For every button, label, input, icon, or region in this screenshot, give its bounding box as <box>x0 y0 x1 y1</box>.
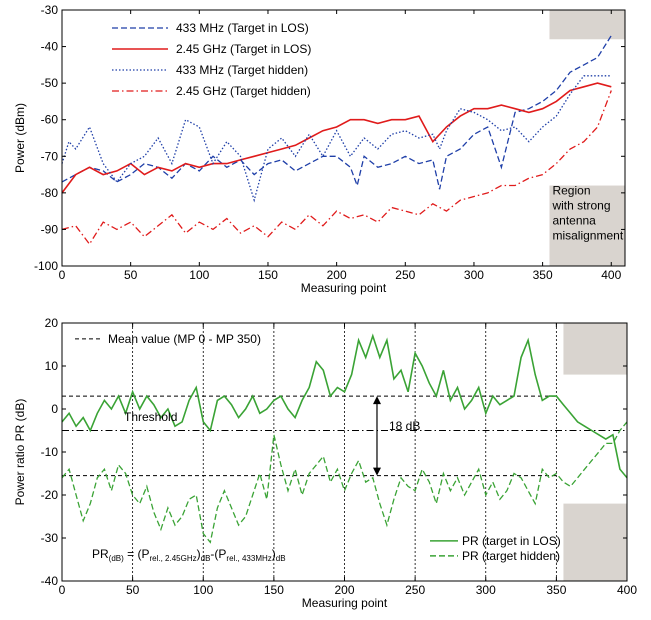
top-legend-label: 433 MHz (Target in LOS) <box>176 21 309 35</box>
power-ratio-formula: PR(dB) = (Prel., 2.45GHz)dB-(Prel., 433M… <box>92 547 286 563</box>
top-series-3 <box>61 90 612 246</box>
bottom-series-lines <box>61 333 628 544</box>
bot-y-tick-label: -40 <box>41 574 59 588</box>
top-shade-upper <box>549 10 625 40</box>
bottom-x-axis-label: Measuring point <box>302 596 388 610</box>
bottom-series-1 <box>61 421 628 544</box>
formula-eq: = (P <box>124 547 150 561</box>
bottom-chart: 0 50 100 150 200 250 300 350 400 -40 -30 -20 -10 0 10 2… <box>13 316 637 610</box>
top-plot-frame <box>61 9 626 267</box>
bot-x-tick-label: 50 <box>126 583 140 597</box>
bottom-shaded-regions <box>563 323 627 581</box>
top-shade-lower <box>549 185 625 266</box>
difference-arrow-head-down <box>372 467 381 476</box>
top-x-tick-label: 100 <box>189 268 209 282</box>
top-y-axis-label: Power (dBm) <box>13 103 27 173</box>
threshold-label: Threshold <box>124 410 177 424</box>
top-legend-label: 2.45 GHz (Target in LOS) <box>176 42 311 56</box>
top-y-tick-label: -40 <box>41 40 59 54</box>
top-x-tick-label: 150 <box>258 268 278 282</box>
top-axis-ticks: 0 50 100 150 200 250 300 350 400 -100 -90 -80 -70 -60… <box>34 3 625 282</box>
top-x-tick-label: 400 <box>601 268 621 282</box>
top-x-tick-label: 300 <box>464 268 484 282</box>
mean-legend-label: Mean value (MP 0 - MP 350) <box>108 332 261 346</box>
region-label-line: misalignment <box>552 229 623 243</box>
bot-y-tick-label: 10 <box>45 359 59 373</box>
top-x-tick-label: 50 <box>124 268 138 282</box>
top-y-tick-label: -80 <box>41 186 59 200</box>
top-chart: 0 50 100 150 200 250 300 350 400 -100 -90 -80 -70 -60… <box>13 3 626 295</box>
top-x-tick-label: 250 <box>395 268 415 282</box>
formula-minus: -(P <box>210 547 226 561</box>
top-y-tick-label: -100 <box>34 259 58 273</box>
top-y-tick-label: -90 <box>41 222 59 236</box>
top-series-1 <box>61 82 612 194</box>
bot-y-tick-label: 20 <box>45 316 59 330</box>
top-y-tick-label: -70 <box>41 149 59 163</box>
difference-arrow-head-up <box>372 396 381 405</box>
bot-x-tick-label: 200 <box>334 583 354 597</box>
formula-sub2: dB <box>201 554 211 563</box>
bot-x-tick-label: 150 <box>264 583 284 597</box>
bottom-legend: PR (target in LOS)PR (target hidden) <box>430 534 561 563</box>
region-label-line: antenna <box>552 214 596 228</box>
bottom-vertical-gridlines <box>132 323 557 581</box>
top-legend: 433 MHz (Target in LOS) 2.45 GHz (Target … <box>112 21 311 98</box>
bottom-y-axis-label: Power ratio PR (dB) <box>13 399 27 506</box>
bot-x-tick-label: 0 <box>59 583 66 597</box>
bot-y-tick-label: -20 <box>41 488 59 502</box>
formula-lhs: PR <box>92 547 109 561</box>
bot-y-tick-label: -10 <box>41 445 59 459</box>
top-legend-label: 2.45 GHz (Target hidden) <box>176 84 311 98</box>
bot-x-tick-label: 300 <box>476 583 496 597</box>
bot-x-tick-label: 100 <box>193 583 213 597</box>
region-label-line: Region <box>552 184 590 198</box>
top-y-tick-label: -50 <box>41 76 59 90</box>
bot-x-tick-label: 350 <box>546 583 566 597</box>
top-shaded-regions <box>549 10 625 266</box>
bottom-axis-ticks: 0 50 100 150 200 250 300 350 400 -40 -30 -20 -10 0 10 2… <box>41 316 638 597</box>
bottom-series-0 <box>61 333 628 479</box>
bottom-reference-lines <box>62 395 627 477</box>
formula-sub1: rel., 2.45GHz <box>149 554 196 563</box>
bottom-shade-0 <box>563 323 627 375</box>
bot-y-tick-label: 0 <box>51 402 58 416</box>
formula-mid: ) <box>197 547 201 561</box>
formula-sub3: rel., 433MHz <box>226 554 271 563</box>
misalignment-region-label: Region with strong antenna misalignment <box>551 184 623 243</box>
region-label-line: with strong <box>551 199 610 213</box>
bot-y-tick-label: -30 <box>41 531 59 545</box>
top-x-axis-label: Measuring point <box>301 281 387 295</box>
top-x-tick-label: 0 <box>59 268 66 282</box>
difference-arrow <box>372 396 381 476</box>
top-legend-label: 433 MHz (Target hidden) <box>176 63 308 77</box>
top-x-tick-label: 350 <box>533 268 553 282</box>
top-y-tick-label: -30 <box>41 3 59 17</box>
bottom-legend-label: PR (target in LOS) <box>462 534 561 548</box>
bot-x-tick-label: 250 <box>405 583 425 597</box>
mean-value-legend: Mean value (MP 0 - MP 350) <box>75 332 261 346</box>
top-x-tick-label: 200 <box>327 268 347 282</box>
bottom-shade-1 <box>563 503 627 581</box>
bot-x-tick-label: 400 <box>617 583 637 597</box>
top-y-tick-label: -60 <box>41 113 59 127</box>
formula-sub4: dB <box>276 554 286 563</box>
difference-label: 18 dB <box>389 419 420 433</box>
top-series-2 <box>61 75 612 203</box>
formula-lhs-sub: (dB) <box>109 554 124 563</box>
top-series-lines <box>61 35 612 246</box>
bottom-legend-label: PR (target hidden) <box>462 549 560 563</box>
formula-close: ) <box>272 547 276 561</box>
